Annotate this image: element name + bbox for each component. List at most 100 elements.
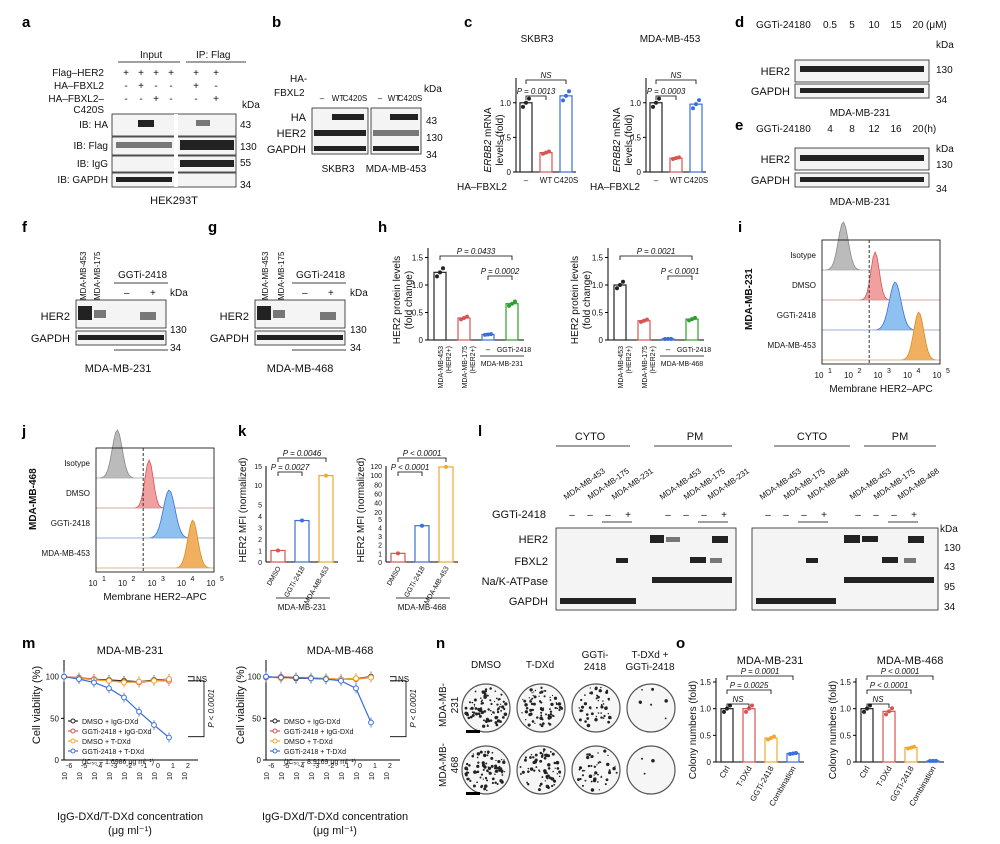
n-colony	[503, 707, 506, 711]
m1-xtick-base: 10	[137, 772, 144, 780]
c1-point	[567, 89, 571, 94]
j-xtick-exp: 1	[102, 576, 106, 583]
n-colony	[529, 688, 533, 692]
n-colony	[496, 716, 499, 719]
panel-f: f MDA-MB-453 MDA-MB-175 GGTi-2418 – + kD…	[22, 219, 188, 375]
i-row-label: MDA-MB-453	[768, 341, 817, 350]
d-dose-label: 10	[868, 20, 880, 31]
k2-point	[396, 551, 400, 556]
n-colony	[495, 697, 498, 700]
l-sign: +	[721, 510, 727, 521]
n-colony	[549, 710, 553, 713]
n-colony	[496, 710, 500, 714]
a-sign: +	[213, 68, 219, 79]
m2-legend-label: DMSO + T-DXd	[284, 739, 333, 746]
n-colony	[466, 713, 469, 717]
m2-xtick-base: 10	[324, 772, 331, 780]
n-colony	[664, 717, 667, 720]
n-colony	[521, 770, 525, 774]
n-colony	[556, 767, 560, 770]
n-colony	[476, 756, 479, 759]
n-colony	[539, 759, 543, 763]
b-kda-43: 43	[426, 116, 438, 127]
n-colony	[576, 778, 580, 782]
h2-cat-453: MDA-MB-453	[618, 346, 625, 389]
h1-ytick-label: 1.0	[412, 281, 424, 290]
l-sign: +	[625, 510, 631, 521]
e-time-label: 12	[868, 124, 880, 135]
g-cell: MDA-MB-468	[267, 363, 334, 375]
n-colony	[556, 773, 559, 775]
n-colony	[580, 705, 585, 709]
j-xtick-base: 10	[148, 579, 157, 588]
n-colony	[496, 782, 499, 786]
k1-ytick-label: 4	[258, 514, 262, 521]
c2-ytick-label: 0	[637, 168, 642, 177]
n-colony	[590, 756, 593, 759]
n-colony	[502, 706, 504, 708]
b-lane-label: WT	[388, 94, 401, 103]
n-colony	[481, 761, 485, 765]
h1-ytick-label: 0.5	[412, 309, 424, 318]
a-row-ha-fbxl2: HA–FBXL2	[54, 81, 104, 92]
n-colony	[524, 710, 529, 714]
n-colony	[471, 754, 475, 758]
n-colony	[470, 706, 474, 710]
b-blot-her2: HER2	[277, 128, 306, 140]
m2-xtick-exp: -6	[268, 763, 274, 770]
b-lane-label: –	[378, 94, 383, 103]
e-kda-130: 130	[936, 160, 953, 171]
n-colony	[464, 706, 468, 710]
k2-ytick-label: 1	[378, 551, 382, 558]
n-colony	[578, 707, 581, 709]
n-colony	[464, 768, 466, 770]
n-colony	[494, 769, 499, 773]
i-frame	[821, 239, 941, 365]
h2-point	[615, 286, 619, 291]
n-colony	[484, 720, 488, 723]
o-chart-468: 0 0.5 1.0 1.5 P < 0.0001 P < 0.0001 NS Ctrl T-DX…	[840, 667, 944, 808]
n-colony	[484, 751, 487, 753]
c1-point	[547, 149, 551, 154]
h1-point	[438, 270, 442, 275]
c2-point	[691, 106, 695, 111]
n-colony	[497, 766, 501, 770]
n-colony	[524, 758, 527, 762]
n-colony	[485, 779, 489, 782]
h2-point	[645, 317, 649, 322]
n-colony	[473, 703, 476, 706]
o2-xtick-label: Ctrl	[858, 764, 872, 779]
n-colony	[542, 707, 545, 709]
n-colony	[533, 691, 535, 693]
e-treat: GGTi-2418	[756, 124, 806, 135]
m2-ns-bracket	[390, 676, 397, 682]
panel-h: h HER2 protein levels (fold change) HER2…	[378, 219, 711, 388]
o1-point	[788, 751, 792, 756]
k2-ytick-label: 80	[374, 482, 382, 489]
l-cyto-1: CYTO	[575, 431, 606, 443]
o1-bar	[764, 737, 778, 763]
n-colony	[534, 753, 538, 757]
panel-letter-b: b	[272, 14, 281, 31]
f-sign-plus: +	[150, 288, 156, 299]
b-cell-skbr3: SKBR3	[322, 164, 355, 175]
l-sign: –	[569, 510, 575, 521]
a-sign: +	[193, 68, 199, 79]
i-xtick-exp: 3	[887, 368, 891, 375]
d-dose-label: 15	[890, 20, 902, 31]
o1-point	[750, 703, 754, 708]
g-lane-175: MDA-MB-175	[277, 251, 286, 300]
i-xtick-base: 10	[933, 371, 942, 380]
m2-xtick-exp: -5	[283, 763, 289, 770]
n-colony	[526, 781, 529, 784]
n-colony	[493, 712, 496, 714]
h1-cat-453: MDA-MB-453	[438, 346, 445, 389]
n-colony	[537, 788, 541, 792]
n-colony	[664, 699, 668, 703]
c1-ytick-label: 1.0	[500, 99, 512, 108]
c2-point	[657, 96, 661, 101]
o1-point	[747, 706, 751, 711]
h1-bar	[457, 317, 471, 341]
e-blot-her2: HER2	[761, 154, 790, 166]
